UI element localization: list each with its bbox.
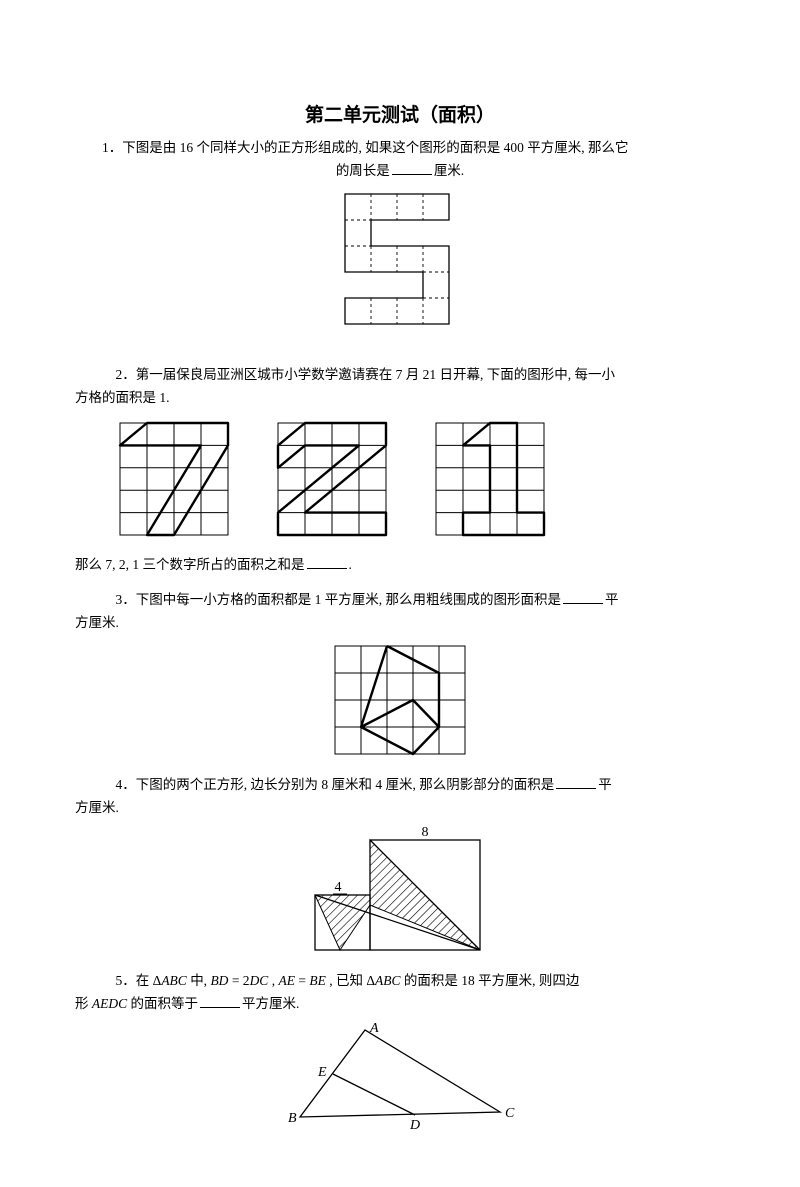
q2-fig-1 <box>431 418 549 540</box>
q5-eq2l: AE <box>278 973 295 988</box>
q1-line1: 1．下图是由 16 个同样大小的正方形组成的, 如果这个图形的面积是 400 平… <box>75 137 725 160</box>
q4-lbl-8: 8 <box>422 825 429 840</box>
q5-num: 5． <box>116 973 136 988</box>
q5-line1: 5．在 ΔABC 中, BD = 2DC , AE = BE , 已知 ΔABC… <box>75 970 725 993</box>
q4-text: 下图的两个正方形, 边长分别为 8 厘米和 4 厘米, 那么阴影部分的面积是 <box>136 777 555 792</box>
q5-unit: 平方厘米. <box>242 996 299 1011</box>
q5-text-f: 形 <box>75 996 92 1011</box>
q1-line2: 的周长是 厘米. <box>75 160 725 183</box>
q2-text-a: 第一届保良局亚洲区城市小学数学邀请赛在 7 月 21 日开幕, 下面的图形中, … <box>136 367 615 382</box>
q4-figure: 8 4 <box>75 825 725 960</box>
q3-unit: 平 <box>605 592 619 607</box>
q5-text-c: , <box>268 973 278 988</box>
q5-text-b: 中, <box>187 973 211 988</box>
q4-unit: 平 <box>598 777 612 792</box>
q5-text-e: 的面积是 18 平方厘米, 则四边 <box>401 973 580 988</box>
q5-blank <box>200 995 240 1008</box>
q3-blank <box>563 591 603 604</box>
q1-blank <box>392 162 432 175</box>
q5-text-a: 在 <box>136 973 153 988</box>
q5-abc-2: ABC <box>375 973 401 988</box>
page-title: 第二单元测试（面积） <box>75 100 725 127</box>
q4-lbl-4: 4 <box>335 880 342 895</box>
q4-blank <box>556 775 596 788</box>
q5-aedc: AEDC <box>92 996 127 1011</box>
q2-fig-7 <box>115 418 233 540</box>
q4-num: 4． <box>116 777 136 792</box>
q3-num: 3． <box>116 592 136 607</box>
q5-eq2r: BE <box>309 973 326 988</box>
q2-figures <box>115 418 725 540</box>
q2-line1: 2．第一届保良局亚洲区城市小学数学邀请赛在 7 月 21 日开幕, 下面的图形中… <box>75 364 725 387</box>
q2-period: . <box>349 557 352 572</box>
q5-lbl-D: D <box>409 1118 420 1132</box>
q5-text-d: , 已知 <box>326 973 367 988</box>
q2-num: 2． <box>116 367 136 382</box>
q5-figure: A B C D E <box>75 1022 725 1137</box>
q5-lbl-A: A <box>369 1022 379 1036</box>
q2-text-c: 那么 7, 2, 1 三个数字所占的面积之和是 <box>75 557 305 572</box>
q1-figure <box>75 189 725 354</box>
q2-line3: 那么 7, 2, 1 三个数字所占的面积之和是. <box>75 554 725 577</box>
q5-abc: ABC <box>161 973 187 988</box>
q5-line2: 形 AEDC 的面积等于 平方厘米. <box>75 993 725 1016</box>
q3-line1: 3．下图中每一小方格的面积都是 1 平方厘米, 那么用粗线围成的图形面积是 平 <box>75 589 725 612</box>
q5-lbl-E: E <box>317 1065 327 1080</box>
q3-text: 下图中每一小方格的面积都是 1 平方厘米, 那么用粗线围成的图形面积是 <box>136 592 561 607</box>
q3-figure <box>75 641 725 764</box>
q5-eq1l: BD <box>210 973 228 988</box>
q1-text-b: 的周长是 <box>336 163 390 178</box>
q5-lbl-B: B <box>288 1111 297 1126</box>
q4-line2: 方厘米. <box>75 797 725 820</box>
q5-eq1r: DC <box>250 973 269 988</box>
q3-line2: 方厘米. <box>75 612 725 635</box>
q1-num: 1． <box>102 140 122 155</box>
q2-blank <box>307 556 347 569</box>
q2-fig-2 <box>273 418 391 540</box>
q5-lbl-C: C <box>505 1106 515 1121</box>
q4-line1: 4．下图的两个正方形, 边长分别为 8 厘米和 4 厘米, 那么阴影部分的面积是… <box>75 774 725 797</box>
q2-line2: 方格的面积是 1. <box>75 387 725 410</box>
delta-icon-2: Δ <box>366 973 375 988</box>
q1-text-a: 下图是由 16 个同样大小的正方形组成的, 如果这个图形的面积是 400 平方厘… <box>122 140 628 155</box>
q5-text-g: 的面积等于 <box>127 996 198 1011</box>
delta-icon: Δ <box>153 973 162 988</box>
q1-unit: 厘米. <box>434 163 464 178</box>
